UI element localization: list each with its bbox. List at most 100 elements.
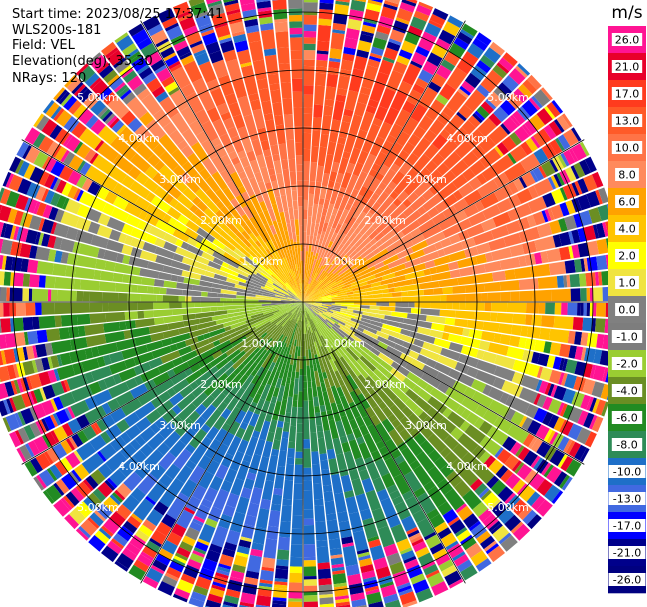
- velocity-gate: [310, 280, 318, 292]
- velocity-gate: [421, 31, 437, 43]
- velocity-gate: [480, 192, 499, 209]
- velocity-gate: [501, 380, 524, 398]
- velocity-gate: [527, 74, 542, 90]
- velocity-gate: [372, 117, 383, 127]
- velocity-gate: [335, 355, 347, 371]
- velocity-gate: [534, 252, 543, 265]
- velocity-gate: [342, 151, 351, 160]
- velocity-gate: [303, 247, 306, 267]
- velocity-gate: [325, 287, 333, 292]
- velocity-gate: [491, 501, 508, 518]
- velocity-gate: [465, 302, 485, 311]
- velocity-gate: [559, 403, 568, 417]
- velocity-gate: [331, 161, 340, 173]
- velocity-gate: [557, 134, 571, 150]
- velocity-gate: [303, 0, 318, 3]
- velocity-gate: [434, 241, 443, 251]
- velocity-gate: [490, 312, 498, 322]
- velocity-gate: [315, 72, 327, 87]
- velocity-gate: [434, 521, 449, 534]
- velocity-gate: [425, 99, 445, 121]
- velocity-gate: [475, 253, 487, 265]
- velocity-gate: [393, 198, 402, 207]
- velocity-gate: [398, 49, 413, 60]
- velocity-gate: [483, 540, 497, 552]
- velocity-gate: [418, 115, 434, 132]
- velocity-gate: [536, 394, 547, 408]
- velocity-gate: [309, 303, 319, 307]
- velocity-gate: [444, 451, 459, 466]
- colorbar-tick-label: 4.0: [618, 223, 636, 236]
- velocity-gate: [591, 171, 604, 188]
- velocity-gate: [343, 270, 353, 278]
- velocity-gate: [452, 443, 469, 460]
- velocity-gate: [522, 349, 534, 363]
- velocity-gate: [339, 272, 346, 278]
- velocity-gate: [360, 30, 374, 37]
- velocity-gate: [395, 380, 410, 394]
- velocity-gate: [327, 214, 336, 228]
- velocity-gate: [419, 251, 440, 264]
- velocity-gate: [458, 104, 474, 119]
- velocity-gate: [491, 302, 508, 312]
- velocity-gate: [310, 315, 318, 328]
- velocity-gate: [391, 311, 408, 319]
- velocity-gate: [353, 288, 366, 294]
- velocity-gate: [303, 302, 319, 314]
- velocity-gate: [549, 139, 563, 155]
- velocity-gate: [573, 376, 587, 392]
- velocity-gate: [335, 276, 345, 283]
- velocity-gate: [510, 521, 524, 534]
- velocity-gate: [546, 466, 562, 484]
- velocity-gate: [530, 438, 543, 453]
- velocity-gate: [521, 417, 533, 431]
- velocity-gate: [367, 58, 381, 69]
- velocity-gate: [474, 404, 488, 418]
- velocity-gate: [566, 274, 571, 288]
- velocity-gate: [530, 455, 541, 469]
- velocity-gate: [390, 231, 405, 243]
- velocity-gate: [378, 238, 394, 252]
- velocity-gate: [320, 335, 327, 345]
- velocity-gate: [377, 195, 395, 214]
- velocity-gate: [330, 119, 341, 134]
- velocity-gate: [563, 149, 576, 165]
- velocity-gate: [344, 296, 354, 300]
- velocity-gate: [352, 339, 370, 354]
- velocity-gate: [343, 108, 354, 117]
- velocity-gate: [469, 160, 486, 176]
- velocity-gate: [538, 128, 552, 144]
- velocity-gate: [424, 260, 436, 269]
- velocity-gate: [391, 142, 404, 155]
- velocity-gate: [419, 439, 435, 456]
- velocity-gate: [475, 464, 495, 485]
- velocity-gate: [335, 0, 350, 6]
- velocity-gate: [506, 302, 527, 313]
- velocity-gate: [374, 271, 385, 279]
- velocity-gate: [466, 223, 485, 238]
- velocity-gate: [577, 242, 590, 258]
- velocity-gate: [354, 316, 362, 321]
- velocity-gate: [305, 280, 308, 290]
- colorbar-tick-label: -6.0: [616, 412, 637, 425]
- velocity-gate: [551, 288, 571, 302]
- velocity-gate: [360, 317, 371, 324]
- velocity-gate: [374, 231, 385, 242]
- velocity-gate: [330, 309, 337, 313]
- velocity-gate: [357, 150, 369, 165]
- velocity-gate: [501, 136, 517, 152]
- velocity-gate: [482, 492, 499, 508]
- velocity-gate: [348, 232, 357, 243]
- velocity-gate: [318, 306, 331, 311]
- velocity-gate: [369, 302, 377, 306]
- velocity-gate: [303, 291, 320, 302]
- velocity-gate: [372, 293, 383, 299]
- velocity-gate: [349, 232, 363, 248]
- velocity-gate: [323, 105, 334, 116]
- velocity-gate: [576, 427, 592, 445]
- velocity-gate: [423, 129, 437, 143]
- velocity-gate: [596, 222, 606, 239]
- velocity-gate: [440, 532, 457, 548]
- velocity-gates: [0, 0, 626, 607]
- velocity-gate: [536, 499, 553, 517]
